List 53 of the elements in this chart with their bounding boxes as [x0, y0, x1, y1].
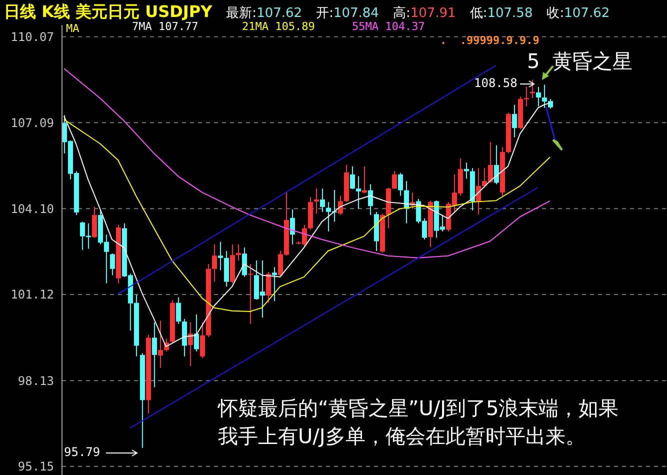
- y-tick-label: 104.10: [10, 202, 54, 216]
- chart-title: 日线 K线 美元日元 USDJPY: [4, 2, 212, 22]
- candlestick: [356, 176, 361, 210]
- candlestick: [314, 188, 319, 214]
- candlestick: [200, 322, 205, 359]
- candlestick: [248, 263, 253, 324]
- annotation: . .99999.9.9.9: [440, 34, 540, 47]
- candlestick: [194, 314, 199, 352]
- y-tick-label: 107.09: [10, 116, 54, 130]
- text: 55MA 104.37: [352, 20, 426, 33]
- candlestick: [218, 241, 223, 271]
- candlestick: [494, 144, 499, 185]
- text: 高:107.91: [392, 6, 456, 21]
- annotation: 108.58: [474, 76, 518, 90]
- line-series: [63, 118, 550, 312]
- annotation: 5 黄昏之星: [527, 48, 632, 75]
- candlestick: [92, 206, 97, 238]
- y-tick-label: 110.07: [10, 30, 54, 44]
- candlestick: [464, 162, 469, 180]
- line-series: [63, 68, 550, 258]
- candlestick: [398, 172, 403, 196]
- candlestick: [110, 253, 115, 276]
- candlestick: [224, 250, 229, 288]
- annotation: 我手上有U/J多单，俺会在此暂时平出来。: [218, 423, 586, 450]
- text: 21MA 105.89: [242, 20, 316, 33]
- text: 最新:107.62: [226, 6, 302, 21]
- candlestick: [368, 184, 373, 216]
- annotation: 怀疑最后的“黄昏之星”U/J到了5浪末端，如果: [218, 395, 619, 422]
- candlestick: [242, 247, 247, 278]
- candlestick: [320, 188, 325, 212]
- candlestick: [392, 170, 397, 190]
- text: 开:107.84: [316, 6, 379, 21]
- annotation: 95.79: [64, 445, 100, 459]
- candlestick: [152, 322, 157, 388]
- candlestick: [272, 266, 277, 302]
- candlestick: [536, 86, 541, 107]
- candlestick: [158, 320, 163, 368]
- candlestick: [290, 208, 295, 245]
- text: 收:107.62: [546, 6, 610, 21]
- candlestick: [266, 272, 271, 304]
- candlestick: [236, 244, 241, 262]
- candlestick: [338, 195, 343, 216]
- y-tick-label: 95.15: [18, 460, 54, 474]
- text: 低:107.58: [470, 6, 533, 21]
- candlestick: [188, 322, 193, 367]
- candlestick: [212, 244, 217, 282]
- candlestick: [350, 166, 355, 190]
- candlestick: [512, 104, 517, 138]
- candlestick: [176, 296, 181, 324]
- y-tick-label: 98.13: [18, 374, 54, 388]
- text: 7MA 107.77: [132, 20, 198, 33]
- y-tick-label: 101.12: [10, 288, 54, 302]
- annotation: MA: [66, 22, 80, 35]
